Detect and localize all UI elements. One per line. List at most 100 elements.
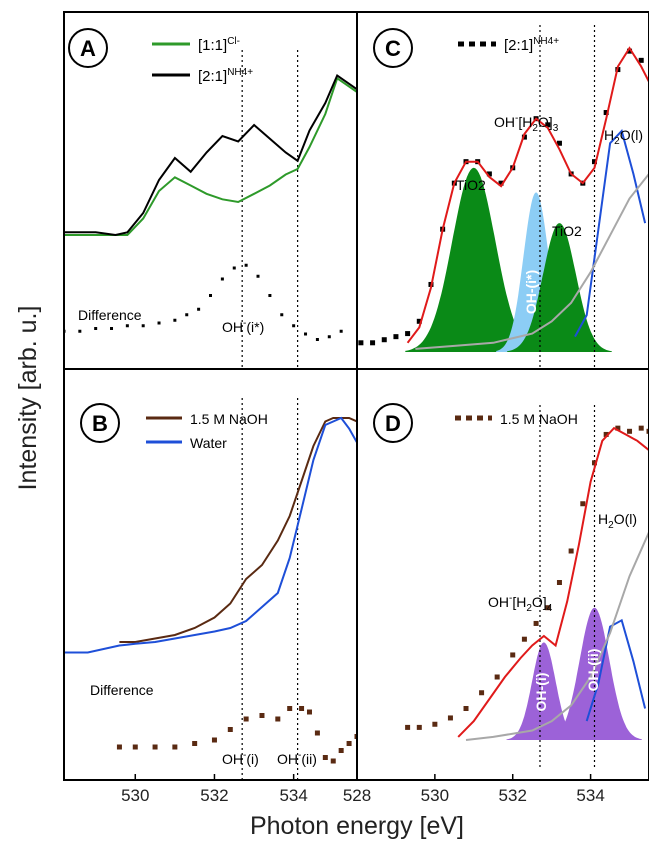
panel-d-component-1 [506,642,582,740]
panel-a-series-3-point [339,329,343,333]
panel-d-component-2 [547,607,642,740]
panel-c: C [2:1]NH4+ TiO2 TiO2 OH-[H2O]3 H2O(l) O… [358,25,649,369]
panel-d-badge: D [373,403,413,443]
panel-d-series-2 [457,426,649,738]
panel-c-series-1-point [381,337,387,343]
panel-b-series-3-point [287,706,293,711]
panel-b-series-2 [64,416,357,654]
panel-c-legend: [2:1]NH4+ [458,36,559,54]
panel-c-series-1-point [498,180,504,186]
panel-a-series-3-point [244,263,248,267]
panel-c-series-1-point [638,57,644,63]
panel-d-series-1-point [603,431,609,437]
panel-c-series-3 [574,129,647,338]
panel-a-series-3 [64,263,343,341]
panel-a-series-3-point [315,338,319,341]
panel-d-h2o-label: H2O(l) [598,511,637,531]
panel-c-tio2-right: TiO2 [552,223,582,239]
panel-c-series-3-line [574,129,647,338]
panel-b-series-3-point [330,758,336,764]
panel-a-series-3-point [209,294,212,297]
panel-d-series-1-point [615,425,621,431]
panel-c-series-1-point [486,171,492,177]
panel-b-series-3-point [172,744,178,750]
x-tick-label: 534 [576,786,604,805]
panel-a-series-3-point [173,318,177,322]
panel-d-oh-i-label: OH-(i) [533,673,549,712]
panel-a-peak-label: OH-(i*) [222,318,264,335]
panel-b-series-3-point [346,741,352,746]
panel-c-series-1-point [393,334,399,340]
panel-d-series-1-point [416,724,422,730]
panel-b-series-3-point [354,734,357,739]
legend-d-series-1: 1.5 M NaOH [500,411,578,427]
panel-a-series-3-point [125,324,129,328]
panel-d-series-4-line [465,531,649,741]
panel-b-peak2-label: OH-(ii) [277,750,317,767]
panel-c-series-1-point [603,110,609,116]
panel-b-series-2-line [64,416,357,654]
panel-b-series-3-point [306,709,312,715]
panel-d-series-1-point [646,428,649,434]
panel-c-oh-h2o3-label: OH-[H2O]3 [494,113,559,134]
panel-b-series-3-point [192,741,198,746]
panel-a-series-3-point [94,327,98,330]
panel-c-series-4 [415,173,649,350]
panel-b-peak1-label: OH-(i) [222,750,259,767]
panel-a-series-3-point [304,332,308,336]
panel-b: B 1.5 M NaOH Water Difference OH-(i) OH-… [64,398,357,780]
panel-c-badge: C [373,28,413,68]
panel-b-series-3-point [243,716,249,722]
x-tick-label: 528 [343,786,371,805]
panel-a-series-1 [64,76,357,236]
panel-d-series-1-point [432,721,438,727]
panel-c-series-1-point [521,134,527,140]
panel-d-series-3-line [585,618,647,722]
panel-a-series-3-point [268,294,272,297]
panel-c-series-1-point [591,159,597,165]
panel-d-series-1-point [479,690,485,696]
panel-d-series-1-point [545,605,551,611]
panel-letter-d: D [385,411,401,436]
panel-letter-a: A [80,36,96,61]
panel-b-series-3-point [322,755,328,760]
panel-d-oh-h2o4-label: OH-[H2O]4 [488,593,553,614]
legend-c-series-1: [2:1]NH4+ [504,36,559,54]
panel-a-series-3-point [292,324,296,328]
x-tick-label: 530 [421,786,449,805]
panel-a-series-3-point [327,335,331,339]
panel-d-series-1-point [533,620,539,626]
panel-a-series-3-point [141,324,145,328]
panel-b-plot [64,398,357,780]
legend-a-series-1: [1:1]Cl- [198,36,240,54]
panel-d-series-2-line [457,426,649,738]
y-axis-label: Intensity [arb. u.] [14,306,42,491]
legend-b-series-2: Water [190,435,227,451]
panel-d: D 1.5 M NaOH H2O(l) OH-[H2O]4 OH-(i) OH-… [373,403,649,770]
panel-c-h2o-label: H2O(l) [604,127,643,147]
panel-d-series-1-point [568,548,574,554]
legend-b-series-1: 1.5 M NaOH [190,411,268,427]
panel-d-series-1-point [521,636,527,642]
panel-d-series-1-point [510,652,516,658]
panel-a-series-1-line [64,76,357,236]
x-tick-label: 534 [279,786,307,805]
panel-b-series-3-point [152,744,158,750]
panel-b-series-3-point [314,730,320,736]
panel-d-legend: 1.5 M NaOH [455,411,578,427]
panel-c-oh-istar-label: OH-(i*) [523,270,539,314]
panel-b-legend: 1.5 M NaOH Water [146,411,268,451]
panel-c-series-1-point [416,318,422,324]
x-axis-label: Photon energy [eV] [250,812,464,840]
panel-d-series-1 [405,425,649,730]
panel-a-series-3-point [185,313,189,317]
panel-b-series-3-point [211,737,217,743]
panel-d-series-1-point [405,724,411,730]
panel-letter-c: C [385,36,401,61]
panel-c-component-1 [405,167,543,352]
panel-d-series-1-point [556,580,562,585]
panel-d-series-1-point [494,674,500,680]
panel-c-series-2-line [406,46,649,344]
panel-d-series-3 [585,618,647,722]
